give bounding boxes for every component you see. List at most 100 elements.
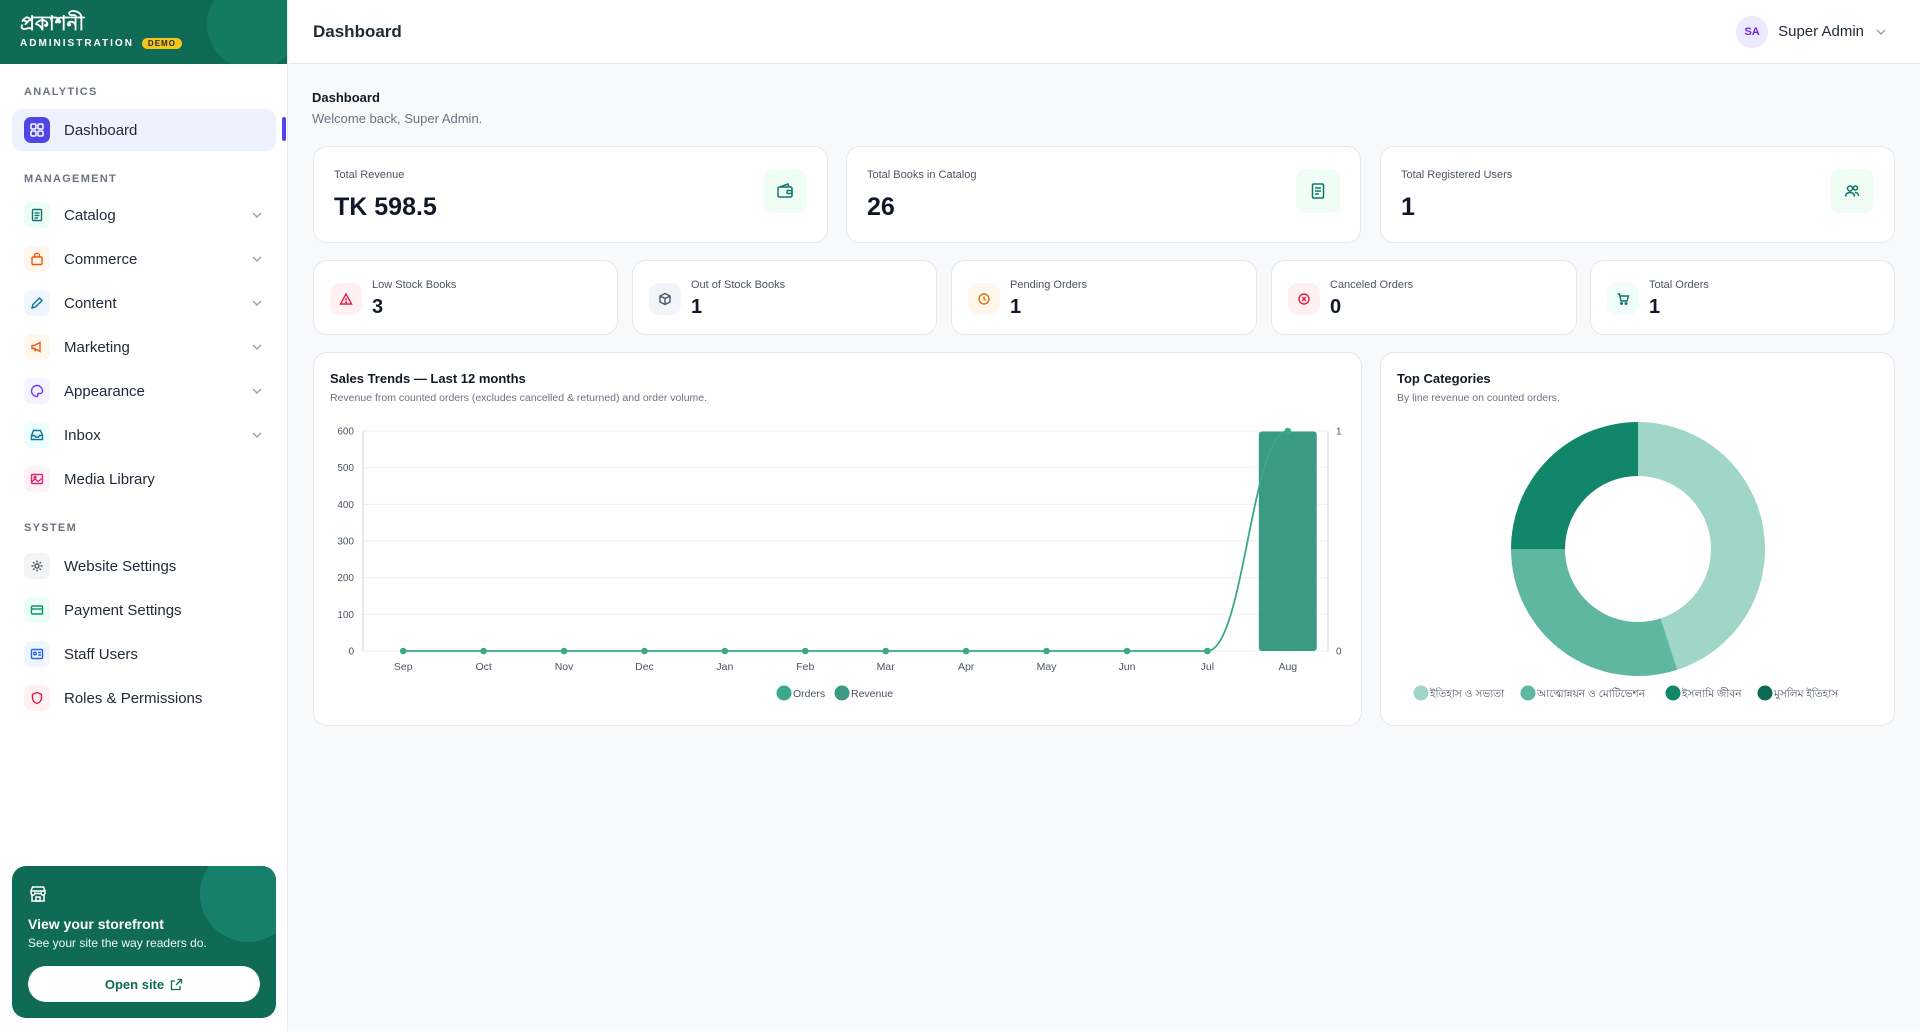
sidebar-item-label: Website Settings: [64, 557, 177, 575]
card-icon: [24, 597, 50, 623]
stat-card-total-orders: Total Orders 1: [1590, 260, 1895, 335]
storefront-title: View your storefront: [28, 916, 164, 932]
orders-point: [801, 647, 809, 655]
sidebar-item-label: Roles & Permissions: [64, 689, 203, 707]
stat-value: 3: [372, 296, 384, 318]
box-icon: [649, 283, 681, 315]
legend-label: মুসলিম ইতিহাস: [1773, 687, 1839, 700]
warning-icon: [330, 283, 362, 315]
stat-card-pending-orders: Pending Orders 1: [951, 260, 1257, 335]
chevron-down-icon[interactable]: [250, 208, 264, 222]
stat-label: Total Books in Catalog: [867, 169, 977, 181]
x-tick-label: May: [1037, 661, 1058, 673]
stat-value: 1: [1401, 193, 1415, 221]
clock-icon: [968, 283, 1000, 315]
chevron-down-icon[interactable]: [250, 340, 264, 354]
x-tick-label: Dec: [635, 661, 654, 673]
chart-subtitle: Revenue from counted orders (excludes ca…: [330, 392, 708, 404]
sidebar-item-dashboard[interactable]: Dashboard: [12, 109, 276, 151]
id-card-icon: [24, 641, 50, 667]
inbox-icon: [24, 422, 50, 448]
book-icon: [1296, 169, 1340, 213]
stat-value: 1: [691, 296, 703, 318]
x-tick-label: Mar: [877, 661, 896, 673]
section-system: SYSTEM: [24, 522, 78, 534]
page-heading: Dashboard: [312, 90, 380, 105]
stat-value: 1: [1010, 296, 1022, 318]
brand-subtitle: ADMINISTRATION: [20, 38, 134, 49]
bag-icon: [24, 246, 50, 272]
sidebar-item-marketing[interactable]: Marketing: [12, 326, 276, 368]
open-site-button[interactable]: Open site: [28, 966, 260, 1002]
sidebar-item-staff-users[interactable]: Staff Users: [12, 633, 276, 675]
active-indicator: [282, 117, 286, 141]
chevron-down-icon[interactable]: [250, 296, 264, 310]
legend-label: ইতিহাস ও সভ্যতা: [1429, 687, 1505, 700]
donut-slice: [1511, 422, 1638, 549]
sidebar-item-website-settings[interactable]: Website Settings: [12, 545, 276, 587]
stat-label: Low Stock Books: [372, 279, 457, 291]
stat-card-canceled-orders: Canceled Orders 0: [1271, 260, 1577, 335]
user-menu[interactable]: SA Super Admin: [1736, 15, 1888, 48]
orders-point: [882, 647, 890, 655]
legend-label: আত্মোন্নয়ন ও মোটিভেশন: [1536, 687, 1646, 700]
book-icon: [24, 202, 50, 228]
x-circle-icon: [1288, 283, 1320, 315]
page-title: Dashboard: [313, 21, 402, 41]
sidebar-item-label: Commerce: [64, 250, 138, 268]
chart-title: Sales Trends — Last 12 months: [330, 371, 526, 386]
grid-icon: [24, 117, 50, 143]
orders-point: [1043, 647, 1050, 655]
orders-point: [1204, 647, 1211, 655]
stat-card-registered-users: Total Registered Users 1: [1380, 146, 1895, 243]
y-tick-label: 0: [348, 647, 354, 658]
y-tick-label: 300: [337, 537, 354, 548]
open-site-label: Open site: [104, 976, 165, 992]
sidebar-item-media-library[interactable]: Media Library: [12, 458, 276, 500]
sidebar-item-label: Catalog: [64, 206, 116, 224]
brand-header[interactable]: প্রকাশনী ADMINISTRATION DEMO: [0, 0, 287, 64]
legend-swatch: [776, 685, 792, 701]
sidebar-item-catalog[interactable]: Catalog: [12, 194, 276, 236]
section-analytics: ANALYTICS: [24, 86, 98, 98]
stat-value: 1: [1649, 296, 1661, 318]
orders-point: [721, 647, 729, 655]
storefront-subtitle: See your site the way readers do.: [28, 936, 207, 950]
stat-label: Total Revenue: [334, 169, 405, 181]
sidebar-item-label: Content: [64, 294, 117, 312]
stat-value: 26: [867, 193, 895, 221]
sidebar-item-appearance[interactable]: Appearance: [12, 370, 276, 412]
avatar: SA: [1736, 15, 1769, 48]
pen-icon: [24, 290, 50, 316]
sidebar-item-roles-permissions[interactable]: Roles & Permissions: [12, 677, 276, 719]
megaphone-icon: [24, 334, 50, 360]
y-tick-label: 600: [337, 427, 354, 438]
shield-icon: [24, 685, 50, 711]
sidebar-item-inbox[interactable]: Inbox: [12, 414, 276, 456]
section-management: MANAGEMENT: [24, 173, 118, 185]
legend-label: Orders: [793, 688, 825, 700]
legend-swatch: [834, 685, 850, 701]
chart-title: Top Categories: [1397, 371, 1491, 386]
sidebar-item-payment-settings[interactable]: Payment Settings: [12, 589, 276, 631]
orders-point: [641, 647, 648, 655]
chevron-down-icon[interactable]: [250, 252, 264, 266]
y-right-tick-label: 1: [1336, 427, 1342, 438]
user-name: Super Admin: [1778, 23, 1864, 40]
revenue-bar: [1258, 431, 1317, 651]
stat-card-total-revenue: Total Revenue TK 598.5: [313, 146, 828, 243]
cart-icon: [1607, 283, 1639, 315]
stat-card-out-of-stock: Out of Stock Books 1: [632, 260, 937, 335]
chevron-down-icon[interactable]: [250, 428, 264, 442]
stat-label: Total Orders: [1649, 279, 1709, 291]
x-tick-label: Sep: [394, 661, 413, 673]
sidebar-item-commerce[interactable]: Commerce: [12, 238, 276, 280]
legend-swatch: [1520, 685, 1536, 701]
chevron-down-icon[interactable]: [250, 384, 264, 398]
donut-slice: [1638, 422, 1765, 670]
sidebar-item-content[interactable]: Content: [12, 282, 276, 324]
x-tick-label: Oct: [475, 661, 491, 673]
y-tick-label: 100: [337, 610, 354, 621]
brand-decoration: [207, 0, 287, 64]
sidebar-item-label: Media Library: [64, 470, 155, 488]
